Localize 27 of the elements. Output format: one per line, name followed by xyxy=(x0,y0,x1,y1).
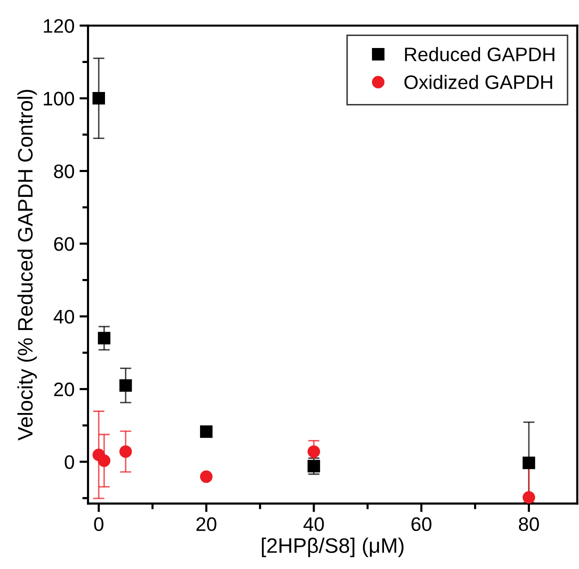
y-tick-label: 60 xyxy=(54,237,74,251)
x-tick-label: 80 xyxy=(518,517,539,532)
point xyxy=(98,454,110,467)
y-tick-label: 80 xyxy=(54,164,74,178)
x-tick-label: 0 xyxy=(94,517,104,532)
point xyxy=(200,425,213,438)
x-tick-label: 60 xyxy=(412,517,432,532)
y-tick-label: 100 xyxy=(44,92,74,106)
point xyxy=(522,491,536,504)
x-axis-title: [2HPβ/S8] (μM) xyxy=(262,538,404,558)
y-tick-label: 40 xyxy=(54,310,74,324)
y-tick-label: 20 xyxy=(54,382,74,396)
point xyxy=(308,460,320,472)
y-axis-title: Velocity (% Reduced GAPDH Control) xyxy=(17,90,37,440)
y-tick-label: 0 xyxy=(64,455,74,470)
legend-label: Oxidized GAPDH xyxy=(404,74,552,90)
point xyxy=(119,445,132,458)
point xyxy=(98,332,110,344)
x-tick-label: 40 xyxy=(303,517,324,532)
x-tick-label: 20 xyxy=(196,517,216,532)
point xyxy=(119,379,132,392)
point xyxy=(522,456,536,470)
point xyxy=(200,470,213,483)
y-tick-label: 120 xyxy=(44,19,74,33)
point xyxy=(92,92,106,105)
legend-label: Reduced GAPDH xyxy=(405,46,554,62)
point xyxy=(308,445,320,458)
